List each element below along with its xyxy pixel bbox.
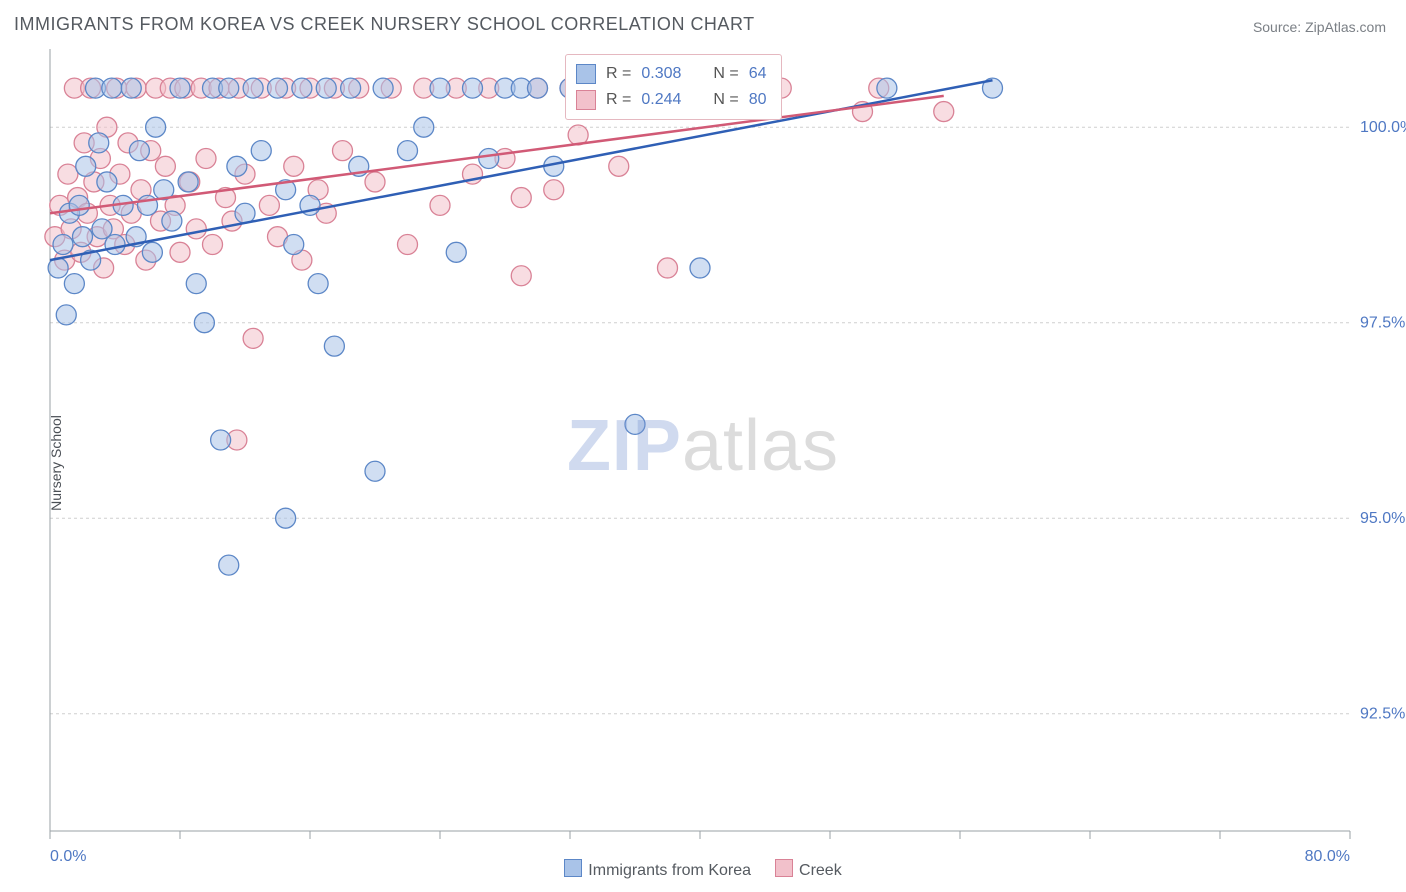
- data-point: [511, 266, 531, 286]
- data-point: [203, 235, 223, 255]
- data-point: [251, 141, 271, 161]
- data-point: [243, 78, 263, 98]
- source-label: Source:: [1253, 19, 1305, 35]
- data-point: [430, 78, 450, 98]
- data-point: [196, 148, 216, 168]
- source-name: ZipAtlas.com: [1305, 19, 1386, 35]
- legend-swatch: [576, 90, 596, 110]
- r-value: 0.244: [641, 87, 681, 113]
- data-point: [211, 430, 231, 450]
- data-point: [76, 156, 96, 176]
- legend-label: Creek: [799, 862, 842, 879]
- data-point: [365, 172, 385, 192]
- y-tick-label: 95.0%: [1360, 510, 1405, 527]
- data-point: [398, 141, 418, 161]
- data-point: [73, 227, 93, 247]
- data-point: [511, 188, 531, 208]
- data-point: [373, 78, 393, 98]
- data-point: [284, 235, 304, 255]
- data-point: [146, 117, 166, 137]
- chart-area: Nursery School 92.5%95.0%97.5%100.0%0.0%…: [0, 41, 1406, 884]
- data-point: [97, 172, 117, 192]
- legend-row: R = 0.308 N = 64: [576, 61, 767, 87]
- y-tick-label: 97.5%: [1360, 315, 1405, 332]
- n-label: N =: [713, 61, 738, 87]
- data-point: [544, 180, 564, 200]
- data-point: [69, 195, 89, 215]
- header: IMMIGRANTS FROM KOREA VS CREEK NURSERY S…: [0, 0, 1406, 41]
- data-point: [877, 78, 897, 98]
- data-point: [609, 156, 629, 176]
- data-point: [155, 156, 175, 176]
- n-value: 64: [749, 61, 767, 87]
- data-point: [243, 328, 263, 348]
- data-point: [194, 313, 214, 333]
- legend-row: R = 0.244 N = 80: [576, 87, 767, 113]
- data-point: [170, 78, 190, 98]
- y-tick-label: 92.5%: [1360, 706, 1405, 723]
- legend-swatch: [564, 859, 582, 877]
- chart-title: IMMIGRANTS FROM KOREA VS CREEK NURSERY S…: [14, 14, 755, 35]
- data-point: [58, 164, 78, 184]
- data-point: [219, 555, 239, 575]
- data-point: [284, 156, 304, 176]
- data-point: [268, 78, 288, 98]
- legend-swatch: [775, 859, 793, 877]
- data-point: [227, 156, 247, 176]
- data-point: [105, 235, 125, 255]
- data-point: [89, 133, 109, 153]
- data-point: [186, 274, 206, 294]
- data-point: [142, 242, 162, 262]
- data-point: [64, 274, 84, 294]
- data-point: [398, 235, 418, 255]
- data-point: [235, 203, 255, 223]
- trend-line: [50, 96, 944, 213]
- data-point: [690, 258, 710, 278]
- legend-item: Creek: [775, 859, 842, 880]
- data-point: [129, 141, 149, 161]
- legend-label: Immigrants from Korea: [588, 862, 751, 879]
- data-point: [463, 78, 483, 98]
- data-point: [308, 274, 328, 294]
- data-point: [625, 414, 645, 434]
- data-point: [528, 78, 548, 98]
- data-point: [102, 78, 122, 98]
- data-point: [170, 242, 190, 262]
- r-label: R =: [606, 87, 631, 113]
- data-point: [53, 235, 73, 255]
- r-value: 0.308: [641, 61, 681, 87]
- scatter-chart: 92.5%95.0%97.5%100.0%0.0%80.0%: [0, 41, 1406, 884]
- legend-item: Immigrants from Korea: [564, 859, 751, 880]
- correlation-legend: R = 0.308 N = 64 R = 0.244 N = 80: [565, 54, 782, 120]
- data-point: [292, 78, 312, 98]
- legend-swatch: [576, 64, 596, 84]
- n-label: N =: [713, 87, 738, 113]
- data-point: [56, 305, 76, 325]
- data-point: [479, 148, 499, 168]
- n-value: 80: [749, 87, 767, 113]
- data-point: [276, 508, 296, 528]
- data-point: [934, 102, 954, 122]
- y-tick-label: 100.0%: [1360, 119, 1406, 136]
- data-point: [324, 336, 344, 356]
- data-point: [446, 242, 466, 262]
- series-legend: Immigrants from Korea Creek: [0, 859, 1406, 880]
- data-point: [259, 195, 279, 215]
- data-point: [430, 195, 450, 215]
- data-point: [658, 258, 678, 278]
- data-point: [178, 172, 198, 192]
- data-point: [341, 78, 361, 98]
- data-point: [316, 78, 336, 98]
- r-label: R =: [606, 61, 631, 87]
- data-point: [186, 219, 206, 239]
- data-point: [365, 461, 385, 481]
- data-point: [414, 117, 434, 137]
- data-point: [333, 141, 353, 161]
- data-point: [121, 78, 141, 98]
- data-point: [219, 78, 239, 98]
- data-point: [162, 211, 182, 231]
- source-attribution: Source: ZipAtlas.com: [1253, 19, 1386, 35]
